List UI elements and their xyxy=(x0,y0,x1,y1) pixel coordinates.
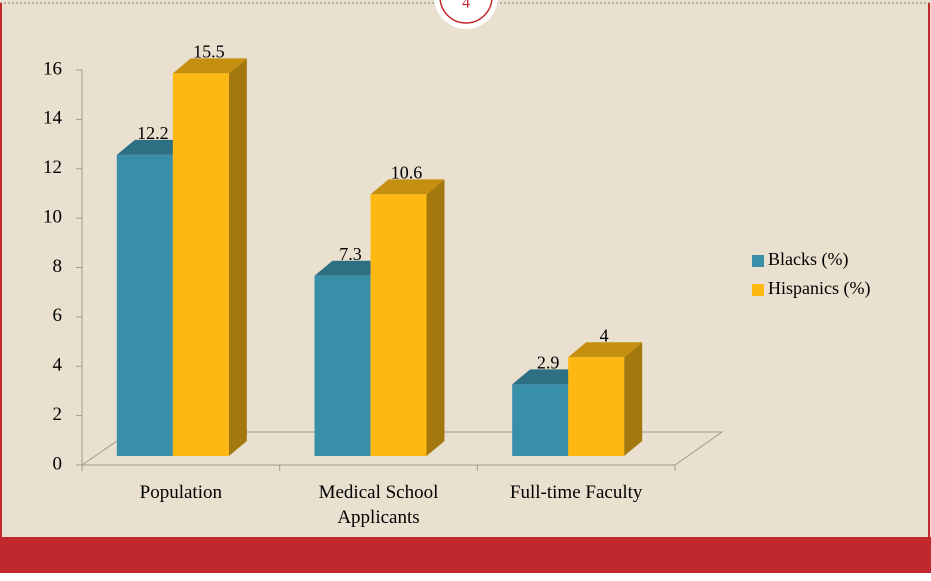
badge xyxy=(434,0,498,29)
bar-front xyxy=(370,194,427,456)
bar xyxy=(568,342,643,456)
badge-ring xyxy=(439,0,493,24)
y-tick-label: 14 xyxy=(43,108,63,129)
y-tick-label: 4 xyxy=(53,355,63,376)
legend-label: Blacks (%) xyxy=(768,249,848,270)
bar-top xyxy=(314,260,389,276)
data-label: 7.3 xyxy=(339,244,362,264)
legend-label: Hispanics (%) xyxy=(768,278,870,299)
bar xyxy=(172,58,247,456)
y-tick-label: 6 xyxy=(53,305,63,326)
bar-top xyxy=(370,179,445,195)
bar-side xyxy=(228,58,247,456)
slide-number: 4 xyxy=(462,0,470,12)
bar-front xyxy=(512,384,569,456)
data-label: 15.5 xyxy=(193,41,225,61)
x-tick-label: Full-time Faculty xyxy=(509,482,643,503)
x-tick-label: Medical School Applicants xyxy=(318,482,439,528)
bar-top xyxy=(568,342,643,358)
x-tick-label: Population xyxy=(139,482,222,503)
bar-side xyxy=(624,342,643,456)
bar-side xyxy=(426,179,445,456)
y-tick-label: 12 xyxy=(43,157,62,178)
footer-band xyxy=(0,537,931,573)
bar-top xyxy=(172,58,247,74)
y-tick-label: 16 xyxy=(43,58,62,79)
y-tick-label: 2 xyxy=(53,404,63,425)
legend-swatch xyxy=(752,284,764,296)
legend-swatch xyxy=(752,255,764,267)
y-tick-label: 10 xyxy=(43,206,62,227)
bar-top xyxy=(116,139,191,155)
data-label: 2.9 xyxy=(537,353,560,373)
bar-front xyxy=(172,73,229,456)
y-tick-label: 8 xyxy=(53,256,63,277)
data-label: 4 xyxy=(600,325,609,345)
data-label: 10.6 xyxy=(391,162,423,182)
bar xyxy=(370,179,445,456)
bar-front xyxy=(116,154,173,456)
bar-front xyxy=(568,357,625,456)
y-tick-label: 0 xyxy=(53,453,63,474)
bar-top xyxy=(512,369,587,385)
bar-front xyxy=(314,275,371,456)
data-label: 12.2 xyxy=(137,123,169,143)
